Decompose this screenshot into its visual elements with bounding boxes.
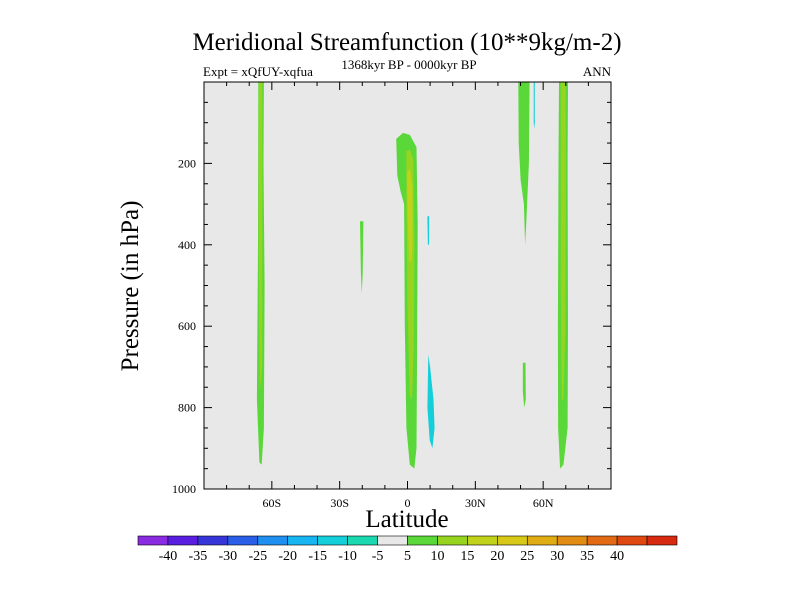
contour-regions bbox=[256, 82, 568, 469]
colorbar-swatch-8 bbox=[377, 535, 408, 546]
colorbar-label-10: 15 bbox=[460, 549, 474, 564]
contour-region-8 bbox=[518, 82, 530, 245]
colorbar-label-3: -25 bbox=[248, 549, 267, 564]
contour-region-7 bbox=[427, 354, 435, 449]
experiment-label: Expt = xQfUY-xqfua bbox=[203, 64, 313, 79]
contour-region-12 bbox=[533, 82, 535, 129]
x-tick-label-4: 60N bbox=[533, 496, 554, 510]
colorbar-swatch-10 bbox=[437, 535, 468, 546]
x-tick-label-0: 60S bbox=[262, 496, 281, 510]
colorbar-label-13: 30 bbox=[550, 549, 564, 564]
y-tick-label-0: 200 bbox=[178, 156, 196, 170]
colorbar-label-9: 10 bbox=[430, 549, 444, 564]
x-axis-label: Latitude bbox=[365, 506, 448, 533]
colorbar-label-12: 25 bbox=[520, 549, 534, 564]
colorbar-label-4: -20 bbox=[278, 549, 297, 564]
x-tick-label-1: 30S bbox=[330, 496, 349, 510]
colorbar-swatch-3 bbox=[227, 535, 259, 546]
colorbar-label-1: -35 bbox=[189, 549, 208, 564]
y-tick-label-3: 800 bbox=[178, 401, 196, 415]
colorbar-swatch-12 bbox=[497, 535, 528, 546]
contour-region-9 bbox=[522, 362, 526, 408]
contour-region-5 bbox=[407, 169, 413, 262]
chart-title: Meridional Streamfunction (10**9kg/m-2) bbox=[192, 29, 621, 56]
colorbar-label-7: -5 bbox=[372, 549, 384, 564]
colorbar-swatch-4 bbox=[257, 535, 289, 546]
contour-region-6 bbox=[427, 216, 430, 245]
contour-region-2 bbox=[360, 221, 364, 294]
colorbar-swatch-5 bbox=[287, 535, 318, 546]
colorbar-swatch-15 bbox=[586, 535, 618, 546]
colorbar-label-15: 40 bbox=[610, 549, 624, 564]
colorbar-label-8: 5 bbox=[404, 549, 411, 564]
colorbar-swatch-0 bbox=[137, 535, 169, 546]
colorbar-swatch-7 bbox=[347, 535, 378, 546]
colorbar-label-11: 20 bbox=[490, 549, 504, 564]
season-label: ANN bbox=[583, 64, 612, 79]
colorbar-swatch-9 bbox=[407, 535, 438, 546]
time-range-label: 1368kyr BP - 0000kyr BP bbox=[341, 57, 476, 72]
colorbar-swatch-11 bbox=[467, 535, 498, 546]
x-tick-label-3: 30N bbox=[465, 496, 486, 510]
colorbar-swatch-2 bbox=[197, 535, 229, 546]
colorbar-swatch-16 bbox=[616, 535, 648, 546]
colorbar-swatch-17 bbox=[646, 535, 678, 546]
y-tick-label-1: 400 bbox=[178, 238, 196, 252]
y-axis-label: Pressure (in hPa) bbox=[117, 201, 144, 372]
colorbar-swatch-13 bbox=[526, 535, 558, 546]
colorbar-label-0: -40 bbox=[159, 549, 178, 564]
colorbar: -40 -35 -30 -25 -20 -15 -10 -5 5 10 15 20 25 30 35 40 bbox=[137, 535, 678, 564]
colorbar-swatch-6 bbox=[317, 535, 348, 546]
y-tick-label-2: 600 bbox=[178, 319, 196, 333]
colorbar-label-6: -10 bbox=[338, 549, 357, 564]
colorbar-label-5: -15 bbox=[308, 549, 327, 564]
y-tick-label-4: 1000 bbox=[172, 482, 196, 496]
axis-ticks: 60S 30S 0 30N 60N 200 400 600 800 1000 bbox=[172, 82, 612, 510]
contour-region-1 bbox=[258, 82, 263, 392]
colorbar-label-14: 35 bbox=[580, 549, 594, 564]
contour-region-11 bbox=[560, 82, 566, 400]
colorbar-swatch-14 bbox=[556, 535, 588, 546]
x-tick-label-2: 0 bbox=[405, 496, 411, 510]
colorbar-swatch-1 bbox=[167, 535, 199, 546]
colorbar-label-2: -30 bbox=[218, 549, 237, 564]
